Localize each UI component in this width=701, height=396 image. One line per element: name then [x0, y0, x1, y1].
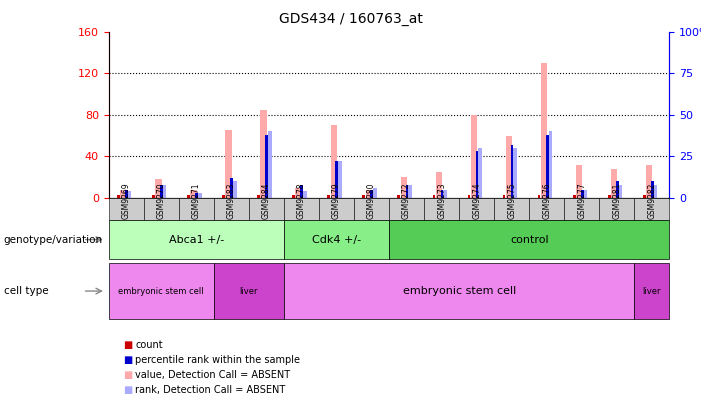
Bar [373, 188, 377, 198]
Bar [198, 193, 202, 198]
Text: GSM9283: GSM9283 [227, 183, 236, 219]
Text: GSM9279: GSM9279 [332, 183, 341, 219]
Bar [510, 145, 513, 198]
Bar [338, 162, 341, 198]
Bar [541, 63, 547, 198]
Bar [152, 195, 155, 198]
Bar [327, 195, 330, 198]
Text: ■: ■ [123, 355, 132, 365]
Bar [362, 195, 365, 198]
Bar [121, 190, 127, 198]
Bar [580, 190, 583, 198]
Text: ■: ■ [123, 385, 132, 395]
Bar [433, 195, 435, 198]
Bar [296, 188, 301, 198]
Text: GSM9272: GSM9272 [402, 183, 411, 219]
Text: GSM9282: GSM9282 [648, 183, 656, 219]
Bar [573, 195, 576, 198]
Text: GDS434 / 160763_at: GDS434 / 160763_at [278, 12, 423, 26]
Bar [397, 195, 400, 198]
Text: Cdk4 +/-: Cdk4 +/- [312, 234, 361, 245]
Bar [408, 185, 412, 198]
Bar [226, 130, 231, 198]
Bar [163, 185, 167, 198]
Bar [261, 110, 266, 198]
Text: embryonic stem cell: embryonic stem cell [402, 286, 516, 296]
Text: GSM9270: GSM9270 [157, 183, 165, 219]
Text: GSM9273: GSM9273 [437, 183, 446, 219]
Bar [156, 179, 161, 198]
Bar [653, 185, 657, 198]
Text: rank, Detection Call = ABSENT: rank, Detection Call = ABSENT [135, 385, 285, 395]
Text: value, Detection Call = ABSENT: value, Detection Call = ABSENT [135, 370, 290, 380]
Bar [160, 185, 163, 198]
Bar [646, 165, 652, 198]
Text: GSM9280: GSM9280 [367, 183, 376, 219]
Bar [230, 178, 233, 198]
Bar [468, 195, 470, 198]
Text: liver: liver [240, 287, 258, 295]
Bar [233, 181, 236, 198]
Bar [478, 148, 482, 198]
Text: liver: liver [643, 287, 661, 295]
Text: GSM9281: GSM9281 [613, 183, 621, 219]
Text: genotype/variation: genotype/variation [4, 234, 102, 245]
Bar [331, 125, 336, 198]
Bar [401, 177, 407, 198]
Bar [366, 190, 372, 198]
Text: cell type: cell type [4, 286, 48, 296]
Bar [187, 195, 190, 198]
Bar [195, 193, 198, 198]
Bar [335, 162, 338, 198]
Text: GSM9274: GSM9274 [472, 183, 481, 219]
Bar [471, 115, 477, 198]
Bar [117, 195, 120, 198]
Text: Abca1 +/-: Abca1 +/- [169, 234, 224, 245]
Bar [265, 135, 268, 198]
Bar [435, 172, 442, 198]
Text: ■: ■ [123, 340, 132, 350]
Text: GSM9276: GSM9276 [543, 183, 551, 219]
Bar [576, 165, 582, 198]
Bar [303, 191, 307, 198]
Bar [514, 148, 517, 198]
Text: GSM9284: GSM9284 [262, 183, 271, 219]
Bar [268, 131, 272, 198]
Bar [128, 191, 132, 198]
Bar [503, 195, 505, 198]
Bar [125, 190, 128, 198]
Bar [257, 195, 260, 198]
Bar [191, 190, 196, 198]
Bar [538, 195, 540, 198]
Bar [583, 190, 587, 198]
Bar [292, 195, 295, 198]
Text: GSM9269: GSM9269 [122, 183, 130, 219]
Text: control: control [510, 234, 549, 245]
Bar [545, 135, 548, 198]
Bar [475, 151, 478, 198]
Text: count: count [135, 340, 163, 350]
Bar [405, 185, 408, 198]
Bar [615, 181, 618, 198]
Bar [608, 195, 611, 198]
Text: percentile rank within the sample: percentile rank within the sample [135, 355, 300, 365]
Bar [549, 131, 552, 198]
Bar [444, 190, 447, 198]
Bar [618, 185, 622, 198]
Bar [300, 185, 303, 198]
Bar [651, 181, 653, 198]
Text: embryonic stem cell: embryonic stem cell [118, 287, 204, 295]
Bar [440, 190, 443, 198]
Text: GSM9278: GSM9278 [297, 183, 306, 219]
Bar [222, 195, 225, 198]
Text: GSM9275: GSM9275 [508, 183, 516, 219]
Bar [506, 135, 512, 198]
Text: GSM9271: GSM9271 [192, 183, 200, 219]
Bar [611, 169, 617, 198]
Bar [370, 190, 373, 198]
Text: ■: ■ [123, 370, 132, 380]
Text: GSM9277: GSM9277 [578, 183, 586, 219]
Bar [643, 195, 646, 198]
